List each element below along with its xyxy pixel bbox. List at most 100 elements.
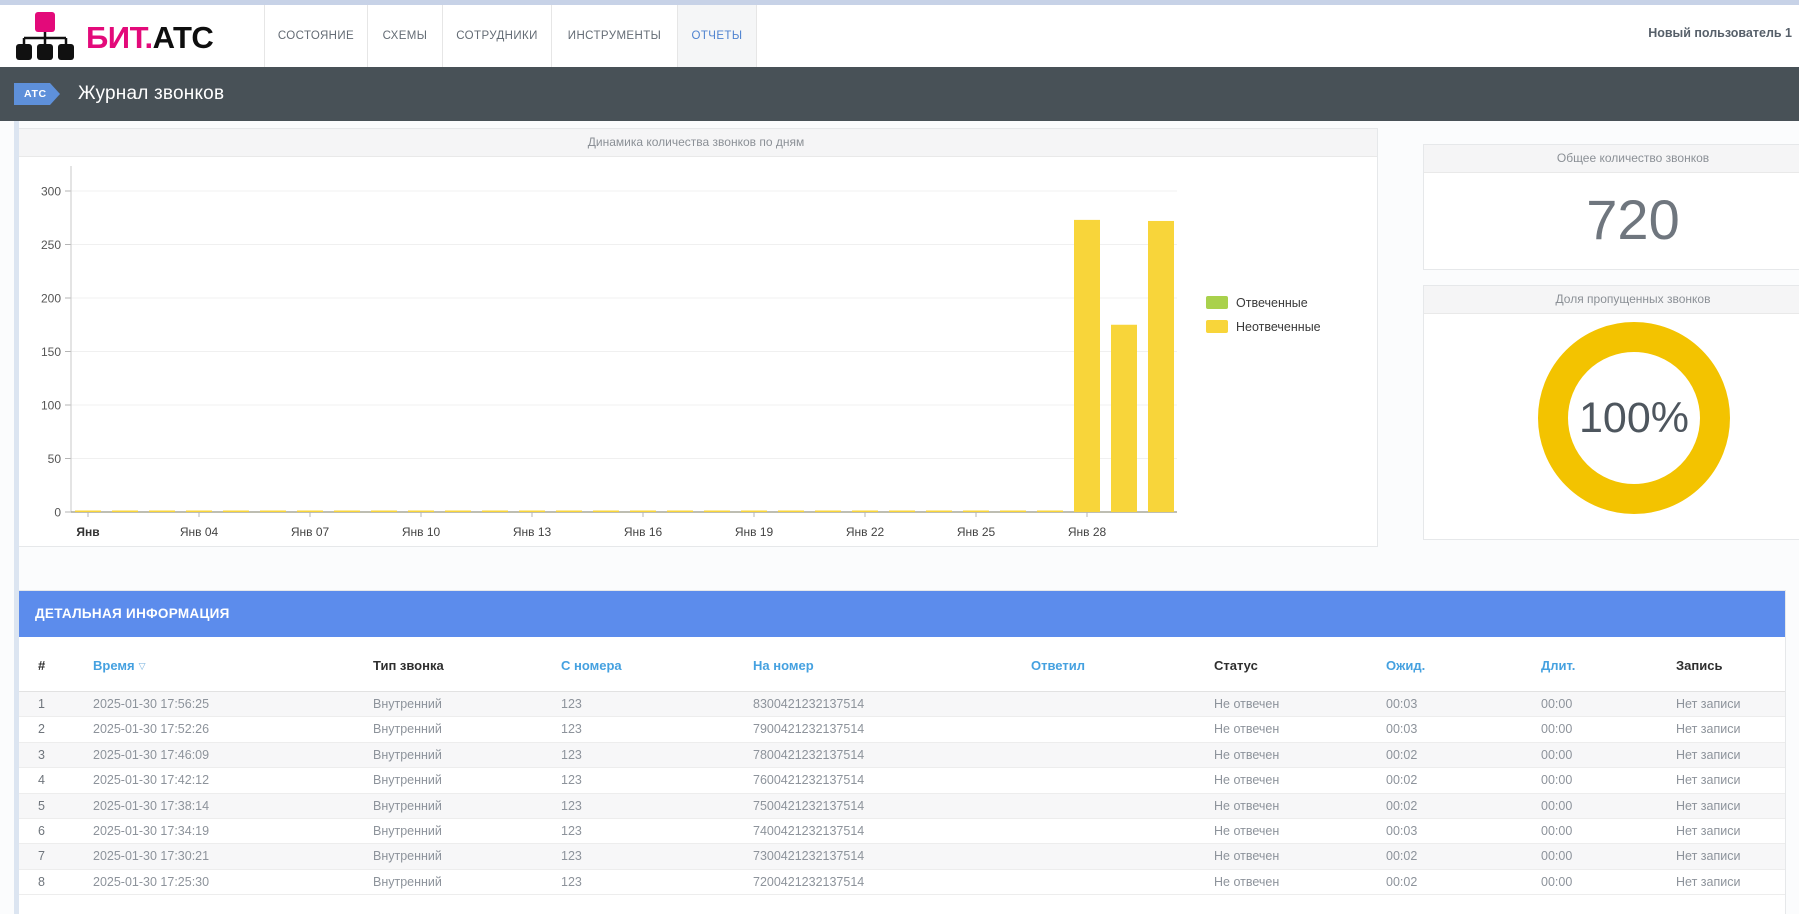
cell: 123 [561, 692, 582, 716]
legend-item[interactable]: Неотвеченные [1206, 320, 1321, 333]
legend-label: Отвеченные [1236, 296, 1308, 310]
tab-1[interactable]: СОСТОЯНИЕ [264, 5, 367, 67]
chart-legend: Отвеченные Неотвеченные [1206, 296, 1321, 344]
tab-5[interactable]: ОТЧЕТЫ [677, 5, 757, 67]
legend-swatch-icon [1206, 296, 1228, 309]
cell: Не отвечен [1214, 768, 1279, 792]
cell: 7500421232137514 [753, 794, 864, 818]
total-calls-card: Общее количество звонков 720 [1423, 144, 1799, 270]
svg-text:0: 0 [54, 506, 61, 520]
total-calls-title: Общее количество звонков [1424, 145, 1799, 173]
column-header-1: # [38, 637, 45, 691]
cell: Нет записи [1676, 794, 1740, 818]
cell: Не отвечен [1214, 844, 1279, 868]
cell: 00:03 [1386, 717, 1417, 741]
table-row[interactable]: 82025-01-30 17:25:30Внутренний1237200421… [15, 870, 1785, 895]
cell: 2025-01-30 17:38:14 [93, 794, 209, 818]
top-strip [0, 0, 1799, 5]
cell: 7900421232137514 [753, 717, 864, 741]
cell: Нет записи [1676, 692, 1740, 716]
column-header-3: Тип звонка [373, 637, 444, 691]
cell: 2025-01-30 17:25:30 [93, 870, 209, 894]
legend-label: Неотвеченные [1236, 320, 1321, 334]
svg-text:200: 200 [41, 292, 61, 306]
svg-text:100: 100 [41, 399, 61, 413]
cell: 8300421232137514 [753, 692, 864, 716]
cell: 123 [561, 844, 582, 868]
column-header-8[interactable]: Ожид. [1386, 637, 1425, 691]
cell: 00:00 [1541, 768, 1572, 792]
cell: 2 [38, 717, 45, 741]
table-row[interactable]: 62025-01-30 17:34:19Внутренний1237400421… [15, 819, 1785, 844]
cell: 00:00 [1541, 743, 1572, 767]
brand-black-part: АТС [153, 20, 214, 55]
chart-title: Динамика количества звонков по дням [15, 129, 1377, 157]
detail-table-card: ДЕТАЛЬНАЯ ИНФОРМАЦИЯ #Время▽Тип звонкаС … [14, 590, 1786, 914]
cell: Нет записи [1676, 743, 1740, 767]
column-header-4[interactable]: С номера [561, 637, 622, 691]
svg-text:Янв 16: Янв 16 [624, 525, 663, 539]
cell: 123 [561, 794, 582, 818]
cell: 2025-01-30 17:56:25 [93, 692, 209, 716]
column-header-5[interactable]: На номер [753, 637, 814, 691]
cell: Внутренний [373, 819, 442, 843]
svg-text:300: 300 [41, 185, 61, 199]
table-row[interactable]: 72025-01-30 17:30:21Внутренний1237300421… [15, 844, 1785, 869]
app-logo[interactable]: БИТ.АТС [16, 12, 213, 62]
column-header-6[interactable]: Ответил [1031, 637, 1085, 691]
cell: Не отвечен [1214, 870, 1279, 894]
cell: 1 [38, 692, 45, 716]
table-row[interactable]: 52025-01-30 17:38:14Внутренний1237500421… [15, 794, 1785, 819]
tab-3[interactable]: СОТРУДНИКИ [442, 5, 551, 67]
table-row[interactable]: 42025-01-30 17:42:12Внутренний1237600421… [15, 768, 1785, 793]
column-label: Запись [1676, 658, 1722, 673]
column-label: Время [93, 658, 135, 673]
column-header-2[interactable]: Время ▽ [93, 637, 146, 691]
cell: Нет записи [1676, 844, 1740, 868]
cell: Нет записи [1676, 870, 1740, 894]
atc-badge: АТС [14, 83, 60, 105]
page-title: Журнал звонков [78, 83, 224, 105]
column-header-10: Запись [1676, 637, 1722, 691]
cell: Внутренний [373, 768, 442, 792]
cell: 2025-01-30 17:52:26 [93, 717, 209, 741]
cell: 2025-01-30 17:42:12 [93, 768, 209, 792]
table-body: 1 2025-01-30 17:56:25 Внутренний 123 8300421… [15, 692, 1785, 895]
content-area: Динамика количества звонков по дням 0 50 1… [0, 121, 1799, 914]
tab-2[interactable]: СХЕМЫ [367, 5, 442, 67]
cell: 7300421232137514 [753, 844, 864, 868]
cell: Внутренний [373, 692, 442, 716]
cell: 00:00 [1541, 819, 1572, 843]
svg-text:Янв 19: Янв 19 [735, 525, 774, 539]
column-label: Ожид. [1386, 658, 1425, 673]
cell: 123 [561, 717, 582, 741]
table-row[interactable]: 22025-01-30 17:52:26Внутренний1237900421… [15, 717, 1785, 742]
breadcrumb-bar: АТС Журнал звонков [0, 67, 1799, 121]
svg-text:Янв 28: Янв 28 [1068, 525, 1107, 539]
sort-desc-icon: ▽ [139, 661, 146, 671]
tab-4[interactable]: ИНСТРУМЕНТЫ [551, 5, 677, 67]
table-row[interactable]: 1 2025-01-30 17:56:25 Внутренний 123 8300421… [15, 692, 1785, 717]
cell: 8 [38, 870, 45, 894]
legend-item[interactable]: Отвеченные [1206, 296, 1321, 309]
cell: 7 [38, 844, 45, 868]
missed-share-title: Доля пропущенных звонков [1424, 286, 1799, 314]
svg-text:50: 50 [48, 452, 62, 466]
column-label: Ответил [1031, 658, 1085, 673]
user-menu[interactable]: Новый пользователь 1 [1648, 0, 1792, 67]
cell: 2025-01-30 17:46:09 [93, 743, 209, 767]
missed-share-value: 100% [1579, 394, 1689, 443]
cell: 00:00 [1541, 717, 1572, 741]
cell: 123 [561, 870, 582, 894]
calls-dynamics-card: Динамика количества звонков по дням 0 50 1… [14, 128, 1378, 547]
cell: 123 [561, 768, 582, 792]
cell: Нет записи [1676, 717, 1740, 741]
cell: 7600421232137514 [753, 768, 864, 792]
table-row[interactable]: 32025-01-30 17:46:09Внутренний1237800421… [15, 743, 1785, 768]
cell: Не отвечен [1214, 692, 1279, 716]
column-header-9[interactable]: Длит. [1541, 637, 1575, 691]
cell: 5 [38, 794, 45, 818]
cell: 00:00 [1541, 692, 1572, 716]
cell: Внутренний [373, 844, 442, 868]
left-accent-strip [14, 121, 19, 914]
